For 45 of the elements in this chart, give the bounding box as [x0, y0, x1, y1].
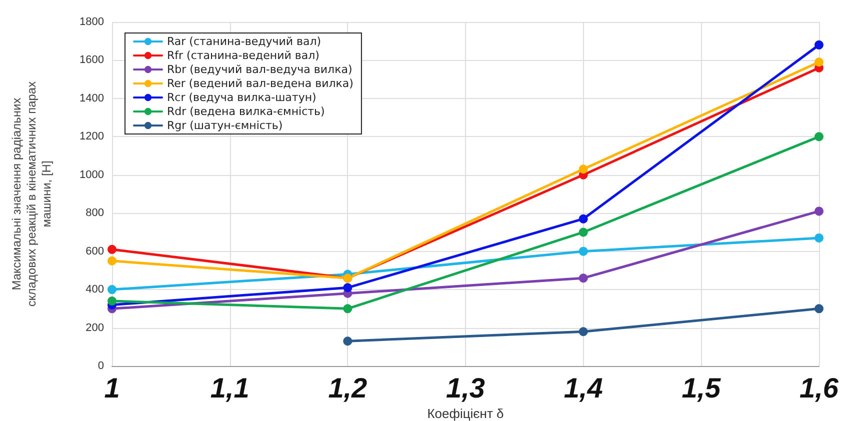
y-tick-label: 1200 [80, 130, 104, 143]
point [108, 256, 116, 266]
x-axis-title: Коефіцієнт δ [427, 406, 504, 421]
point [814, 58, 824, 67]
y-tick-label: 1000 [80, 168, 104, 181]
legend-label: Rfr (станина-ведений вал) [167, 49, 320, 62]
x-tick-label: 1,3 [446, 372, 486, 404]
y-tick-label: 1800 [80, 16, 104, 28]
point [108, 285, 116, 294]
y-tick-label: 0 [98, 360, 104, 372]
point [814, 206, 824, 216]
legend-label: Rer (ведений вал-ведена вилка) [167, 77, 354, 90]
y-tick-label: 200 [86, 322, 104, 334]
x-tick-label: 1,4 [564, 372, 604, 404]
x-tick-label: 1,2 [328, 372, 368, 404]
point [578, 274, 588, 283]
legend-label: Rgr (шатун-ємність) [167, 119, 283, 132]
point [578, 164, 588, 174]
legend-label: Rcr (ведуча вилка-шатун) [167, 91, 316, 104]
y-tick-label: 1400 [80, 92, 104, 104]
y-tick-label: 800 [86, 207, 104, 220]
point [814, 304, 824, 314]
legend-label: Rdr (ведена вилка-ємність) [167, 105, 325, 118]
point [578, 228, 588, 237]
x-tick-label: 1,5 [682, 372, 722, 404]
y-tick-label: 400 [86, 284, 104, 296]
point [108, 244, 116, 254]
y-tick-label: 1600 [80, 54, 104, 66]
point [578, 246, 588, 256]
legend-label: Rbr (ведучий вал-ведуча вилка) [167, 63, 352, 76]
x-tick-label: 1 [104, 372, 120, 404]
point [343, 336, 352, 346]
legend-label: Rar (станина-ведучий вал) [167, 35, 322, 48]
point [578, 214, 588, 224]
x-tick-label: 1,6 [800, 372, 839, 404]
point [814, 233, 824, 242]
point [343, 304, 352, 314]
point [814, 40, 824, 50]
point [108, 296, 116, 306]
point [343, 283, 352, 292]
point [814, 132, 824, 142]
x-tick-label: 1,1 [210, 372, 250, 404]
y-axis-title: Максимальні значення радіальних складових реакцій в кінематичних парах машини, [Н] [10, 81, 54, 307]
point [578, 327, 588, 336]
y-tick-label: 600 [86, 245, 104, 258]
